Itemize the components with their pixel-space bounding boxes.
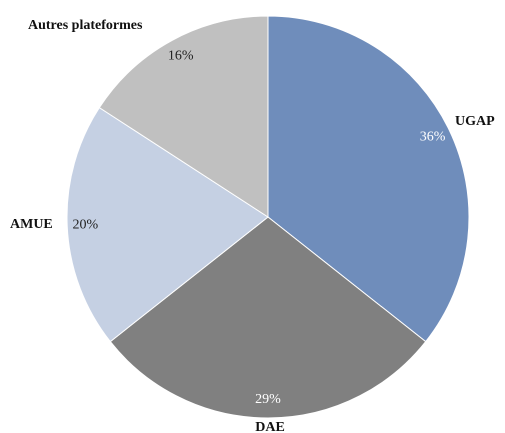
pie-slice: [66, 106, 269, 343]
value-label: 20%: [72, 218, 98, 233]
category-label: DAE: [255, 420, 285, 433]
value-label: 16%: [168, 48, 194, 63]
pie-slice: [109, 216, 427, 419]
category-label: Autres plateformes: [28, 18, 143, 33]
category-label: UGAP: [455, 114, 495, 129]
category-label: AMUE: [10, 217, 53, 232]
value-label: 36%: [420, 129, 446, 144]
pie-slice: [267, 15, 470, 343]
pie-slice: [98, 15, 269, 218]
value-label: 29%: [255, 392, 281, 407]
